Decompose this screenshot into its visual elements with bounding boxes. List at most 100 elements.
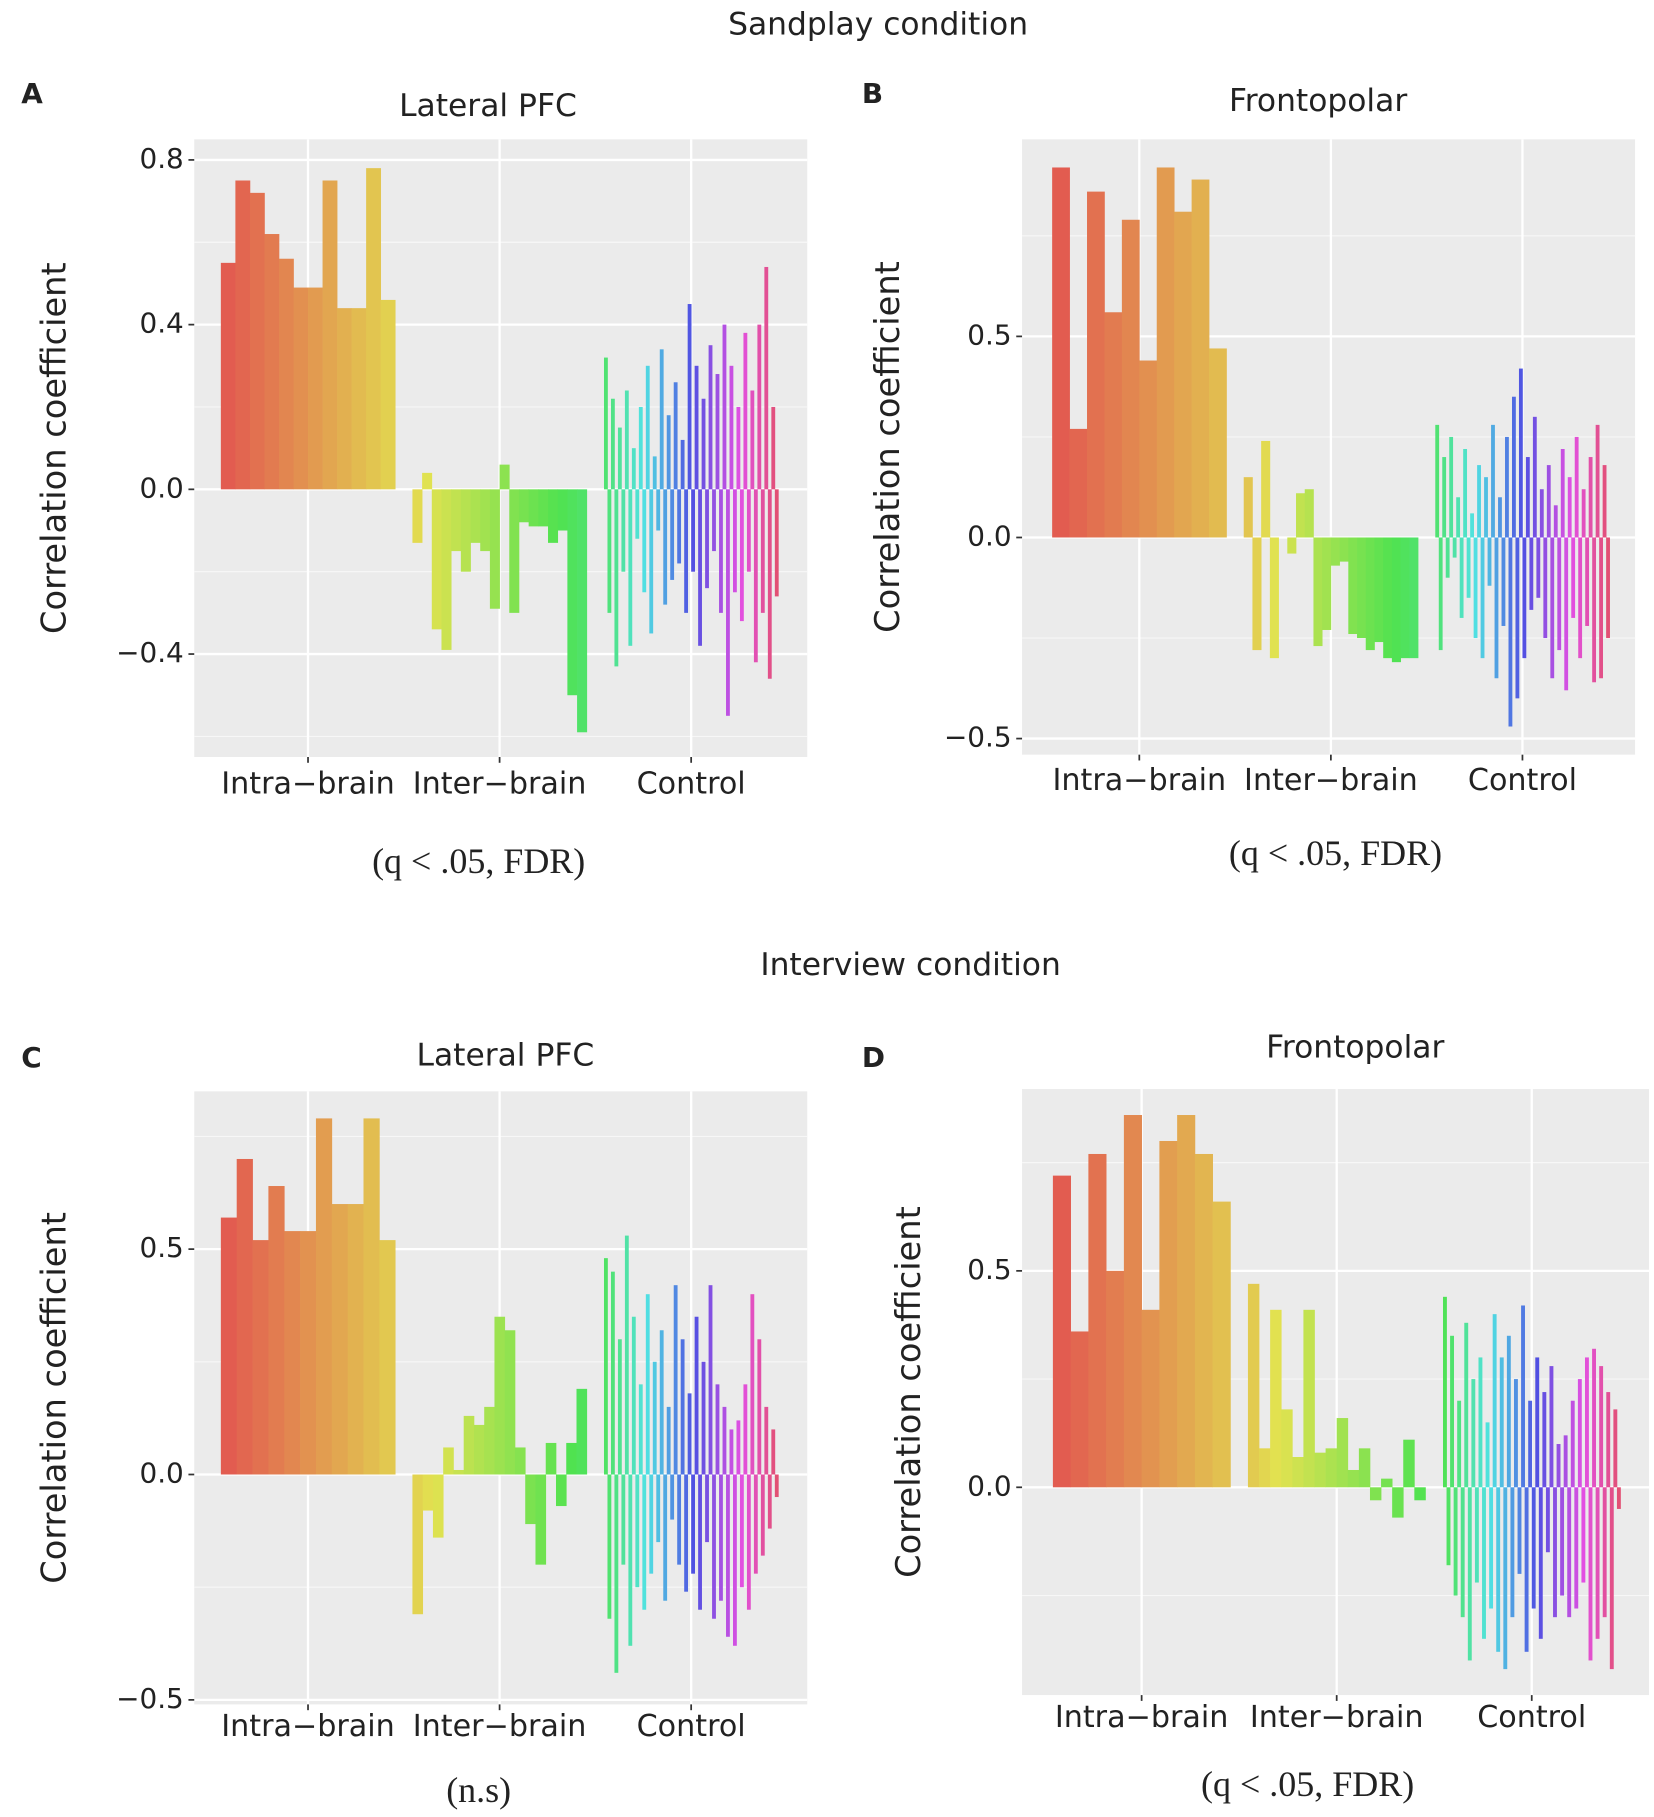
bar: [746, 489, 751, 572]
bar: [1477, 465, 1481, 538]
x-tick-label: Control: [637, 1709, 746, 1744]
bar: [1592, 1348, 1596, 1488]
bar: [645, 365, 650, 490]
bar: [764, 1406, 769, 1475]
bar: [1392, 1487, 1404, 1518]
bar: [1616, 1487, 1621, 1509]
bar: [705, 489, 709, 589]
panel-label: A: [21, 77, 43, 110]
bar: [1539, 489, 1544, 538]
bar: [1574, 436, 1579, 538]
bar: [663, 1474, 668, 1601]
bar: [680, 1339, 685, 1475]
bar: [691, 489, 695, 572]
bar: [610, 398, 615, 490]
bar: [698, 489, 702, 646]
bar: [220, 1217, 238, 1475]
bar: [1517, 1487, 1522, 1574]
bar: [1156, 167, 1175, 538]
bar: [1482, 1487, 1486, 1639]
bar: [1369, 1487, 1382, 1501]
panel-label: B: [862, 77, 883, 110]
x-tick-label: Intra−brain: [221, 1709, 395, 1744]
bar: [1485, 1422, 1490, 1488]
bar: [463, 1415, 475, 1475]
bar: [576, 1388, 588, 1475]
bar: [1313, 537, 1323, 647]
bar: [1535, 1357, 1540, 1488]
bar: [670, 1474, 675, 1520]
bar: [480, 489, 491, 552]
bar: [691, 1474, 695, 1574]
y-tick-label: 0.0: [967, 519, 1011, 552]
bar: [1581, 489, 1586, 538]
bar: [1602, 465, 1607, 538]
bar: [705, 1474, 709, 1543]
bar: [1070, 1331, 1089, 1488]
bar: [746, 1474, 751, 1610]
bar: [1347, 1469, 1360, 1488]
bar: [729, 1429, 734, 1475]
bar: [470, 489, 481, 543]
bar: [1528, 1400, 1533, 1488]
panel-title: Frontopolar: [1229, 83, 1407, 119]
bar: [1595, 424, 1600, 538]
bar: [631, 448, 636, 490]
y-axis-label: Correlation coefficient: [35, 262, 74, 634]
bar: [1409, 537, 1419, 659]
bar: [743, 332, 748, 490]
bar: [236, 1158, 253, 1475]
bar: [525, 1474, 536, 1525]
bar: [252, 1240, 269, 1475]
bar: [638, 406, 643, 490]
bar: [659, 349, 664, 490]
bar: [760, 489, 765, 613]
bar: [712, 1474, 716, 1619]
bar: [548, 489, 559, 543]
bar: [1538, 1487, 1543, 1639]
bar: [715, 374, 720, 490]
bar: [617, 427, 622, 490]
bar: [726, 489, 730, 716]
panel-title: Lateral PFC: [399, 88, 577, 124]
bar: [1174, 211, 1192, 538]
bar: [422, 1474, 434, 1511]
bar: [473, 1424, 485, 1475]
bar: [607, 1474, 612, 1619]
note: (q < .05, FDR): [372, 841, 585, 881]
bar: [656, 1474, 661, 1543]
x-tick-label: Control: [637, 766, 746, 801]
bar: [451, 489, 462, 552]
bar: [1261, 440, 1271, 538]
bar: [603, 1258, 608, 1475]
bar: [687, 1393, 692, 1475]
bar: [708, 345, 713, 490]
bar: [1480, 537, 1485, 659]
bar: [1542, 1392, 1547, 1488]
y-tick-label: 0.0: [967, 1469, 1011, 1502]
bar: [1159, 1140, 1178, 1488]
bar: [1357, 537, 1367, 639]
y-tick-label: 0.5: [967, 1253, 1011, 1286]
bar: [484, 1406, 495, 1475]
bar: [1563, 1435, 1568, 1488]
bar: [680, 439, 685, 490]
bar: [441, 489, 452, 650]
bar: [557, 489, 568, 531]
bar: [1560, 1487, 1565, 1596]
bar: [1088, 1153, 1107, 1488]
bar: [1531, 1487, 1536, 1609]
bar: [1243, 477, 1253, 538]
bar: [1322, 537, 1332, 630]
bar: [687, 304, 692, 490]
bar: [1492, 1314, 1497, 1488]
bar: [460, 489, 471, 572]
bar: [1513, 1379, 1518, 1488]
bar: [774, 1474, 779, 1498]
y-tick-label: −0.5: [944, 721, 1012, 754]
bar: [264, 234, 280, 490]
bar: [673, 382, 678, 490]
bar: [1304, 489, 1314, 538]
bar: [1564, 537, 1569, 691]
bar: [566, 1442, 577, 1475]
